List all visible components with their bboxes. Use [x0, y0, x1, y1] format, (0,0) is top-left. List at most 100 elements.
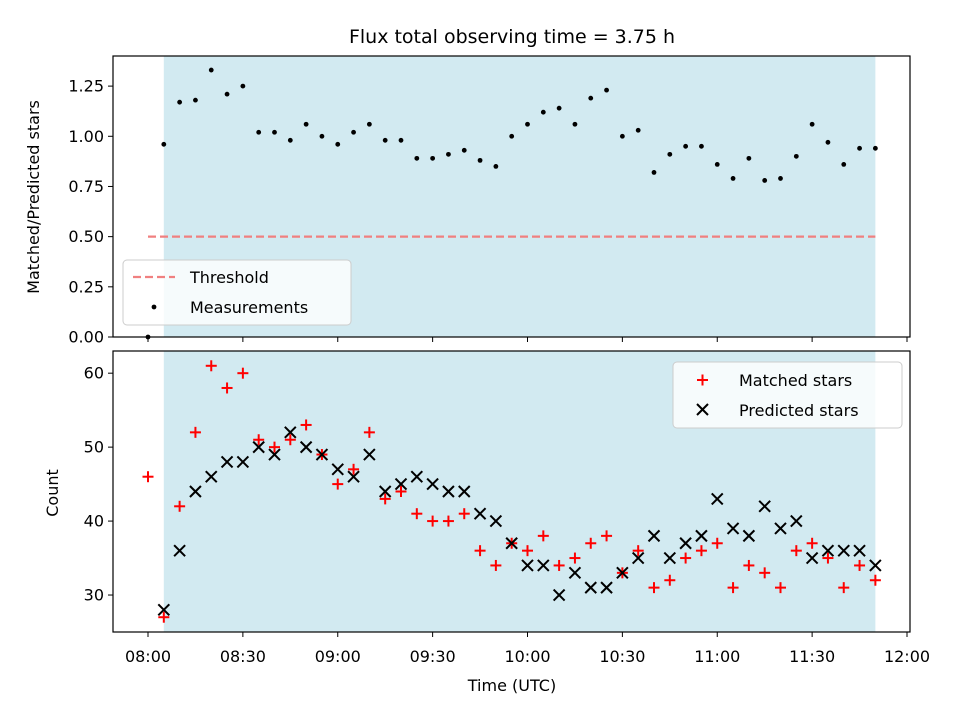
count-legend-box — [672, 361, 903, 429]
x-stroke — [252, 440, 265, 454]
measurement-point — [256, 129, 262, 135]
matched-star-point — [664, 574, 676, 586]
chart-title: Flux total observing time = 3.75 h — [349, 26, 675, 48]
matched-star-point — [632, 545, 644, 557]
ratio-y-axis: 0.00 0.25 0.50 0.75 1.00 1.25 — [68, 77, 113, 347]
measurement-point — [793, 153, 799, 159]
x-stroke — [758, 500, 771, 513]
threshold-legend-label: Threshold — [189, 268, 269, 287]
measurement-point — [461, 147, 467, 153]
measurement-point — [699, 143, 704, 149]
predicted-star-point — [489, 514, 503, 528]
matched-star-point — [253, 434, 265, 446]
matched-star-point — [522, 545, 533, 557]
predicted-star-point — [220, 455, 234, 469]
x-stroke — [726, 522, 740, 535]
x-stroke — [805, 551, 819, 565]
time-x-axis: 08:00 08:30 09:00 09:30 10:00 10:30 11:00 11:30… — [125, 632, 930, 666]
ratio-plot-frame — [112, 55, 911, 338]
measurement-point — [224, 91, 230, 97]
predicted-star-point — [363, 448, 376, 461]
matched-star-point — [711, 537, 723, 549]
measurement-point — [177, 99, 183, 105]
ratio-y-axis-label: Matched/Predicted stars — [24, 100, 43, 294]
predicted-star-point — [299, 440, 313, 454]
matched-star-point — [363, 426, 375, 438]
predicted-star-point — [315, 448, 329, 461]
measurement-point — [366, 121, 372, 127]
matched-star-point — [158, 611, 170, 623]
x-stroke — [220, 455, 234, 469]
predicted-star-point — [205, 470, 218, 483]
predicted-star-point — [473, 507, 487, 520]
x-stroke — [426, 477, 439, 491]
x-stroke — [410, 470, 424, 483]
predicted-star-point — [742, 529, 756, 543]
x-stroke — [853, 544, 866, 557]
measurement-point — [287, 137, 293, 143]
ratio-series — [145, 67, 878, 340]
matched-star-point — [442, 515, 454, 527]
x-stroke — [173, 544, 186, 557]
y-tick-label: 0.00 — [68, 328, 104, 347]
matched-legend-label: Matched stars — [739, 371, 852, 390]
measurement-point — [683, 143, 689, 149]
measurement-point — [477, 157, 483, 163]
matched-star-point — [379, 493, 391, 505]
measurement-point — [778, 176, 783, 181]
x-stroke — [378, 485, 392, 498]
y-tick-label: 0.25 — [68, 277, 104, 296]
x-stroke — [631, 551, 645, 565]
measurement-point — [825, 139, 831, 145]
measurement-point — [714, 161, 720, 167]
measurements-legend-label: Measurements — [190, 298, 308, 317]
matched-star-point — [743, 559, 755, 571]
x-tick-label: 09:00 — [315, 647, 361, 666]
measurement-point — [509, 133, 515, 139]
matched-star-point — [695, 545, 707, 557]
x-stroke — [236, 455, 250, 469]
measurement-point — [667, 151, 673, 157]
matched-star-point — [775, 582, 786, 594]
x-stroke — [742, 529, 756, 543]
count-series — [142, 360, 882, 623]
predicted-legend-label: Predicted stars — [739, 401, 859, 420]
x-stroke — [205, 470, 218, 483]
count-y-axis: 30 40 50 60 — [84, 364, 113, 605]
predicted-star-point — [837, 544, 850, 557]
measurement-point — [572, 121, 578, 127]
ratio-legend: Threshold Measurements — [122, 259, 352, 326]
matched-star-point — [822, 552, 834, 564]
x-tick-label: 10:00 — [504, 647, 550, 666]
measurement-point — [382, 137, 388, 143]
predicted-star-point — [331, 463, 344, 476]
predicted-star-point — [616, 566, 629, 580]
predicted-star-point — [869, 559, 882, 572]
measurement-point — [809, 121, 815, 127]
predicted-star-point — [584, 581, 597, 594]
matched-star-point — [395, 486, 407, 497]
predicted-star-point — [600, 581, 613, 594]
x-stroke — [647, 529, 661, 543]
measurement-point — [272, 129, 277, 135]
predicted-star-point — [173, 544, 186, 557]
predicted-star-point — [458, 485, 471, 498]
measurement-point — [619, 133, 625, 139]
matched-star-point — [806, 537, 818, 549]
x-stroke — [584, 581, 597, 594]
ratio-x-ticks — [147, 337, 908, 342]
measurement-point — [604, 87, 609, 93]
matched-star-point — [601, 530, 613, 542]
ratio-legend-box — [122, 259, 352, 326]
matched-star-point — [569, 552, 581, 564]
x-stroke — [189, 485, 202, 498]
predicted-star-point — [821, 544, 835, 557]
x-stroke — [663, 551, 677, 565]
matched-star-point — [490, 559, 502, 571]
count-y-axis-label: Count — [43, 469, 62, 517]
y-tick-label: 1.00 — [68, 127, 104, 146]
x-stroke — [537, 559, 550, 572]
predicted-star-point — [790, 514, 803, 528]
matched-star-point — [585, 537, 597, 549]
